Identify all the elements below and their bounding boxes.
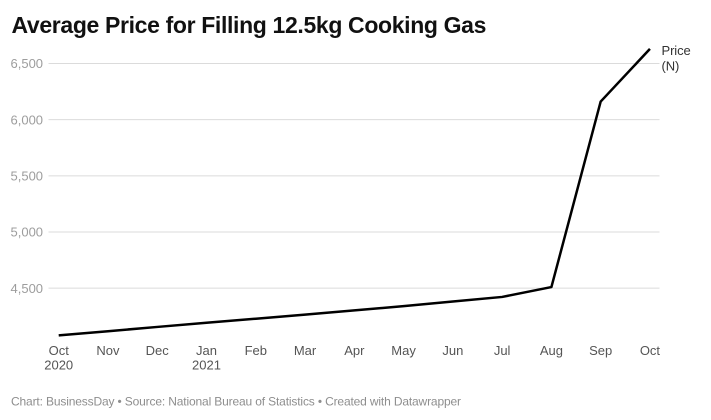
x-tick-label-3: Jan bbox=[196, 343, 217, 358]
x-tick-label-2: Dec bbox=[146, 343, 170, 358]
x-tick-label-7: May bbox=[391, 343, 416, 358]
chart-title: Average Price for Filling 12.5kg Cooking… bbox=[12, 12, 487, 38]
y-gridlines bbox=[48, 63, 660, 289]
x-tick-label-0: Oct bbox=[49, 343, 70, 358]
series-label-unit: (N) bbox=[662, 59, 680, 74]
series-direct-label: Price (N) bbox=[662, 43, 691, 74]
x-tick-label-9: Jul bbox=[494, 343, 511, 358]
series-label-price: Price bbox=[662, 43, 691, 58]
y-tick-label-6500: 6,500 bbox=[11, 56, 44, 71]
chart-footer-byline: Chart: BusinessDay • Source: National Bu… bbox=[11, 395, 461, 409]
x-axis-tick-labels: Oct Nov Dec Jan Feb Mar Apr May Jun Jul Aug Sep Oct2… bbox=[44, 343, 660, 373]
x-year-label-2020: 2020 bbox=[44, 358, 73, 373]
x-tick-label-8: Jun bbox=[442, 343, 463, 358]
x-tick-label-10: Aug bbox=[540, 343, 563, 358]
x-tick-label-4: Feb bbox=[245, 343, 267, 358]
y-tick-label-4500: 4,500 bbox=[11, 281, 44, 296]
y-tick-label-5000: 5,000 bbox=[11, 225, 44, 240]
y-axis-tick-labels: 4,500 5,000 5,500 6,000 6,500 bbox=[11, 56, 44, 296]
x-tick-label-6: Apr bbox=[344, 343, 365, 358]
x-tick-label-5: Mar bbox=[294, 343, 317, 358]
x-year-label-2021: 2021 bbox=[192, 358, 221, 373]
price-line-path bbox=[58, 48, 651, 337]
y-tick-label-5500: 5,500 bbox=[11, 169, 44, 184]
x-tick-label-11: Sep bbox=[589, 343, 612, 358]
x-tick-label-12: Oct bbox=[640, 343, 661, 358]
x-tick-label-1: Nov bbox=[96, 343, 120, 358]
y-tick-label-6000: 6,000 bbox=[11, 112, 44, 127]
